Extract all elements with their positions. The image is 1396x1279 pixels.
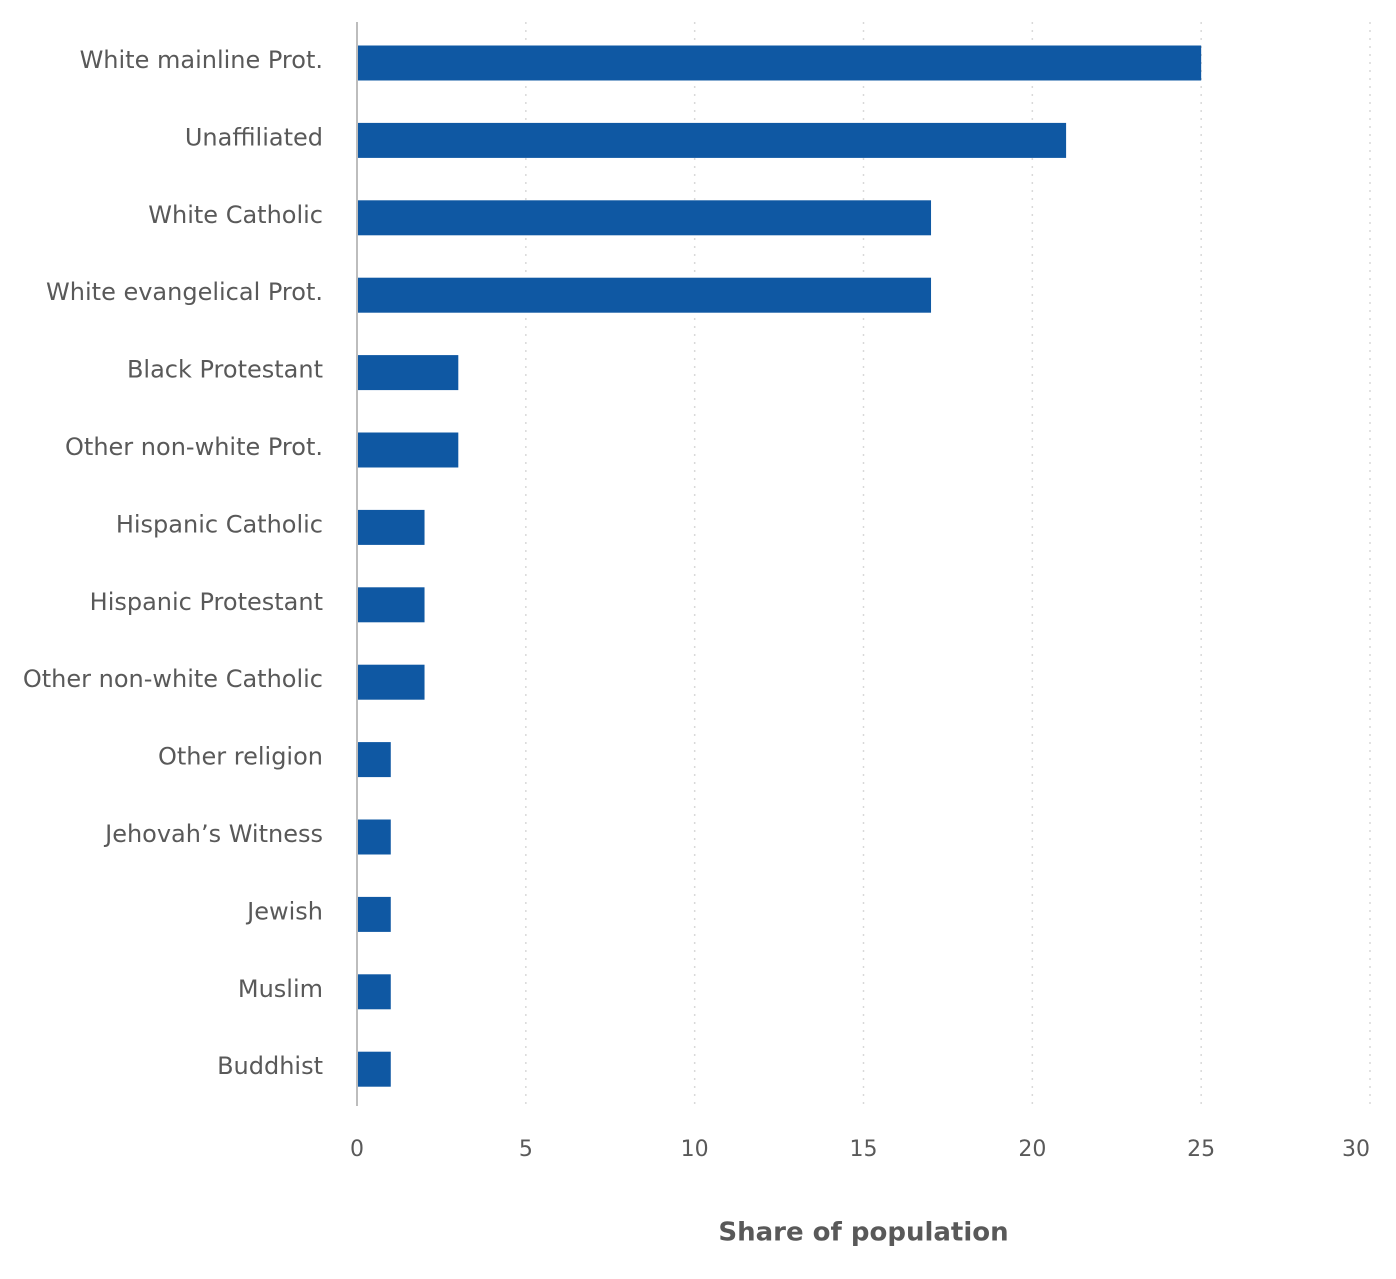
x-tick-label-20: 20 — [1018, 1137, 1046, 1162]
bar-unaffiliated — [357, 122, 1067, 158]
bar-black-protestant — [357, 355, 459, 391]
bars — [357, 45, 1202, 1087]
x-tick-label-5: 5 — [519, 1137, 533, 1162]
bar-white-mainline-prot — [357, 45, 1202, 81]
bar-jehovah-s-witness — [357, 819, 391, 855]
category-label-buddhist: Buddhist — [217, 1052, 323, 1080]
category-label-other-non-white-prot: Other non-white Prot. — [65, 433, 323, 461]
bar-hispanic-protestant — [357, 587, 425, 623]
x-tick-label-0: 0 — [350, 1137, 364, 1162]
category-label-white-catholic: White Catholic — [148, 201, 323, 229]
x-tick-label-25: 25 — [1187, 1137, 1215, 1162]
bar-other-religion — [357, 742, 391, 778]
category-label-white-mainline-prot: White mainline Prot. — [80, 46, 323, 74]
category-label-black-protestant: Black Protestant — [127, 356, 323, 384]
bar-jewish — [357, 896, 391, 932]
bar-other-non-white-prot — [357, 432, 459, 468]
category-label-other-non-white-catholic: Other non-white Catholic — [23, 665, 323, 693]
category-label-unaffiliated: Unaffiliated — [185, 123, 323, 151]
x-tick-label-10: 10 — [681, 1137, 709, 1162]
category-label-hispanic-catholic: Hispanic Catholic — [116, 510, 323, 538]
category-labels: White mainline Prot. Unaffiliated White Ca… — [23, 46, 323, 1080]
bar-muslim — [357, 974, 391, 1010]
x-tick-labels: 0 5 10 15 20 25 30 — [350, 1137, 1370, 1162]
category-label-hispanic-protestant: Hispanic Protestant — [90, 588, 323, 616]
bar-buddhist — [357, 1051, 391, 1087]
bar-other-non-white-catholic — [357, 664, 425, 700]
category-label-muslim: Muslim — [238, 975, 323, 1003]
x-tick-label-15: 15 — [850, 1137, 878, 1162]
bar-white-catholic — [357, 200, 932, 236]
category-label-jehovah-s-witness: Jehovah’s Witness — [103, 820, 323, 848]
x-axis-title: Share of population — [718, 1218, 1008, 1248]
x-tick-label-30: 30 — [1342, 1137, 1370, 1162]
category-label-other-religion: Other religion — [158, 743, 323, 771]
category-label-jewish: Jewish — [245, 897, 323, 925]
category-label-white-evangelical-prot: White evangelical Prot. — [46, 278, 323, 306]
bar-hispanic-catholic — [357, 509, 425, 545]
grid-lines — [525, 22, 1371, 1106]
bar-white-evangelical-prot — [357, 277, 932, 313]
